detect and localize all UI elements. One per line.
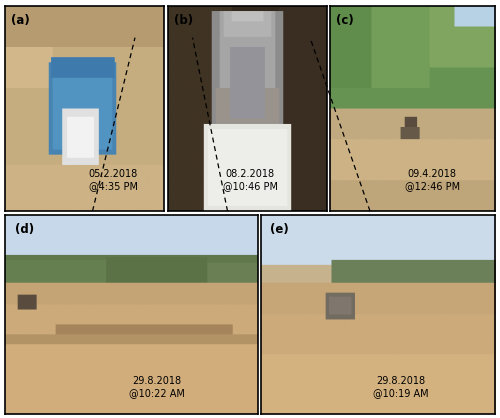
Text: 09.4.2018
@12:46 PM: 09.4.2018 @12:46 PM [404, 169, 460, 191]
Text: (a): (a) [12, 15, 30, 28]
Text: 08.2.2018
@10:46 PM: 08.2.2018 @10:46 PM [222, 169, 278, 191]
Text: (d): (d) [15, 223, 34, 236]
Text: 05.2.2018
@4:35 PM: 05.2.2018 @4:35 PM [88, 169, 138, 191]
Text: 29.8.2018
@10:19 AM: 29.8.2018 @10:19 AM [374, 376, 429, 398]
Text: 29.8.2018
@10:22 AM: 29.8.2018 @10:22 AM [128, 376, 184, 398]
Text: (e): (e) [270, 223, 288, 236]
Text: (c): (c) [336, 15, 354, 28]
Text: (b): (b) [174, 15, 193, 28]
